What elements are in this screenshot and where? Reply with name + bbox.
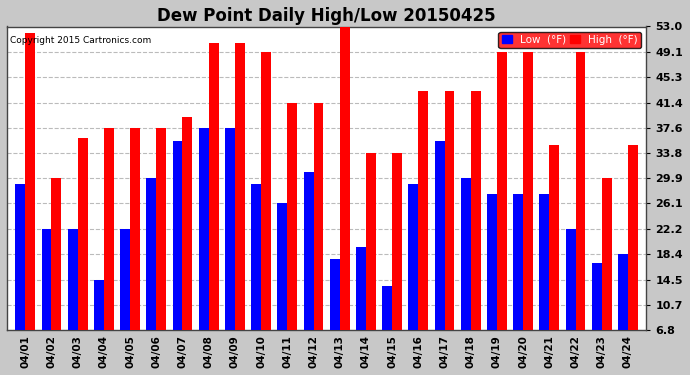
Bar — [225, 128, 235, 330]
Bar — [287, 103, 297, 330]
Bar — [487, 194, 497, 330]
Bar — [313, 103, 324, 330]
Bar — [26, 33, 35, 330]
Bar — [208, 43, 219, 330]
Bar — [157, 128, 166, 330]
Bar — [497, 52, 507, 330]
Bar — [628, 146, 638, 330]
Bar — [52, 178, 61, 330]
Bar — [523, 52, 533, 330]
Bar — [356, 248, 366, 330]
Bar — [15, 184, 26, 330]
Bar — [146, 178, 157, 330]
Bar — [94, 280, 104, 330]
Bar — [172, 141, 182, 330]
Bar — [235, 43, 245, 330]
Bar — [540, 194, 549, 330]
Bar — [366, 153, 376, 330]
Bar — [78, 138, 88, 330]
Bar — [575, 52, 586, 330]
Bar — [382, 286, 392, 330]
Title: Dew Point Daily High/Low 20150425: Dew Point Daily High/Low 20150425 — [157, 7, 496, 25]
Bar — [618, 254, 628, 330]
Bar — [444, 91, 455, 330]
Bar — [566, 229, 575, 330]
Bar — [408, 184, 418, 330]
Bar — [182, 117, 193, 330]
Bar — [418, 91, 428, 330]
Bar — [461, 178, 471, 330]
Legend: Low  (°F), High  (°F): Low (°F), High (°F) — [498, 32, 641, 48]
Bar — [513, 194, 523, 330]
Bar — [130, 128, 140, 330]
Bar — [549, 145, 560, 330]
Bar — [592, 263, 602, 330]
Bar — [602, 178, 612, 330]
Bar — [277, 203, 287, 330]
Text: Copyright 2015 Cartronics.com: Copyright 2015 Cartronics.com — [10, 36, 151, 45]
Bar — [68, 229, 78, 330]
Bar — [304, 172, 313, 330]
Bar — [120, 229, 130, 330]
Bar — [251, 184, 261, 330]
Bar — [41, 229, 52, 330]
Bar — [392, 153, 402, 330]
Bar — [435, 141, 444, 330]
Bar — [471, 91, 481, 330]
Bar — [339, 27, 350, 330]
Bar — [199, 128, 208, 330]
Bar — [330, 259, 339, 330]
Bar — [104, 128, 114, 330]
Bar — [261, 52, 271, 330]
